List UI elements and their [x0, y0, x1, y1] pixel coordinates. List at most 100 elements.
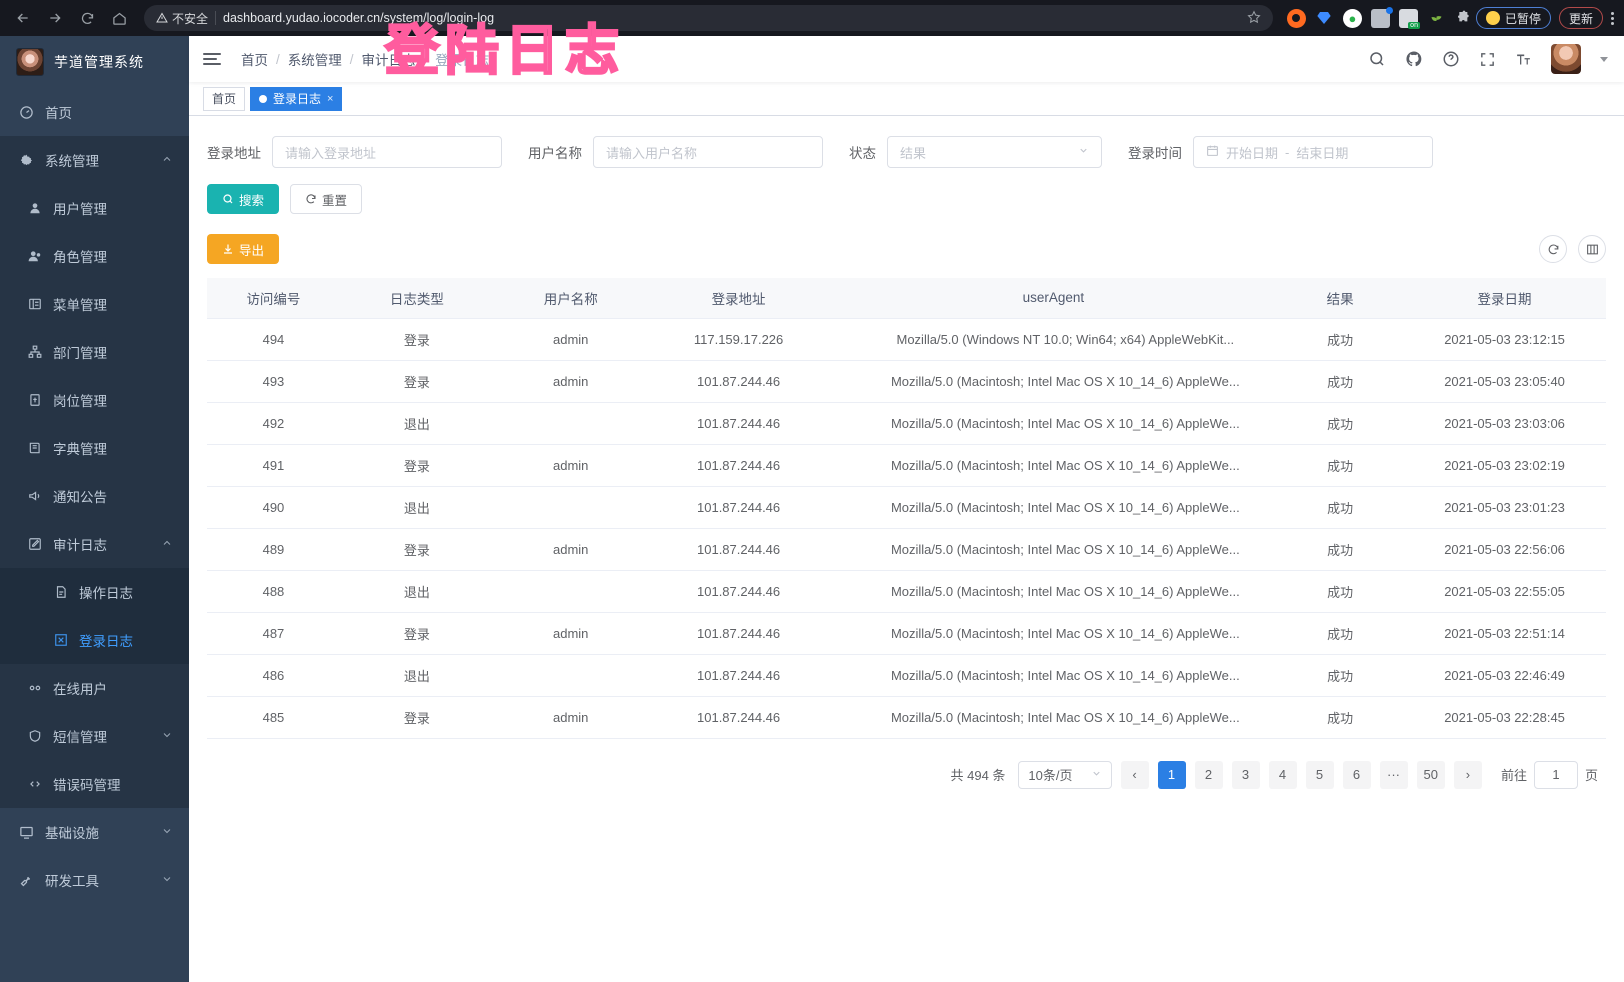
table-row[interactable]: 487 登录 admin 101.87.244.46 Mozilla/5.0 (Maci…	[207, 612, 1606, 655]
paused-status-pill[interactable]: 已暂停	[1475, 7, 1551, 29]
jump-page-input[interactable]: 1	[1533, 760, 1578, 789]
table-row[interactable]: 488 退出 101.87.244.46 Mozilla/5.0 (Macintosh…	[207, 570, 1606, 613]
breadcrumb-item-home[interactable]: 首页	[241, 53, 268, 68]
pagination-page-last[interactable]: 50	[1416, 760, 1445, 789]
pagination-next[interactable]: ›	[1453, 760, 1482, 789]
font-size-icon[interactable]	[1515, 51, 1532, 68]
pagination-page-5[interactable]: 5	[1305, 760, 1334, 789]
github-icon[interactable]	[1405, 50, 1423, 68]
sidebar-item-dept-mgmt[interactable]: 部门管理	[0, 328, 189, 376]
columns-settings-icon[interactable]	[1578, 235, 1606, 263]
security-warning[interactable]: 不安全	[156, 10, 208, 27]
table-header-row: 访问编号 日志类型 用户名称 登录地址 userAgent 结果 登录日期	[207, 278, 1606, 319]
sidebar-item-label: 系统管理	[45, 154, 99, 169]
tab-home[interactable]: 首页	[203, 86, 246, 111]
pagination-prev[interactable]: ‹	[1120, 760, 1149, 789]
plant-extension-icon[interactable]	[1427, 9, 1446, 28]
sidebar-item-login-log[interactable]: 登录日志	[0, 616, 189, 664]
search-icon[interactable]	[1368, 50, 1386, 68]
table-row[interactable]: 489 登录 admin 101.87.244.46 Mozilla/5.0 (Maci…	[207, 528, 1606, 571]
help-icon[interactable]	[1442, 50, 1460, 68]
pagination-page-1[interactable]: 1	[1157, 760, 1186, 789]
refresh-circle-icon[interactable]	[1539, 235, 1567, 263]
sidebar-logo[interactable]: 芋道管理系统	[0, 36, 189, 88]
hamburger-icon[interactable]	[203, 53, 225, 65]
table-row[interactable]: 491 登录 admin 101.87.244.46 Mozilla/5.0 (Maci…	[207, 444, 1606, 487]
fullscreen-icon[interactable]	[1479, 51, 1496, 68]
user-name-placeholder: 请输入用户名称	[606, 145, 698, 161]
th-result: 结果	[1277, 278, 1404, 319]
clipboard-extension-icon[interactable]	[1370, 6, 1393, 28]
breadcrumb-item-audit[interactable]: 审计日志	[361, 53, 416, 68]
sidebar-item-dict-mgmt[interactable]: 字典管理	[0, 424, 189, 472]
firefox-extension-icon[interactable]	[1286, 8, 1306, 28]
pagination-jumper: 前往 1 页	[1501, 760, 1598, 789]
security-label: 不安全	[172, 11, 209, 26]
cell-access-id: 492	[207, 402, 340, 445]
puzzle-extension-icon[interactable]	[1455, 9, 1474, 28]
table-row[interactable]: 492 退出 101.87.244.46 Mozilla/5.0 (Macintosh…	[207, 402, 1606, 445]
sidebar-item-system[interactable]: 系统管理	[0, 136, 189, 184]
sidebar-item-online-user[interactable]: 在线用户	[0, 664, 189, 712]
cell-login-date: 2021-05-03 23:02:19	[1403, 444, 1606, 487]
sidebar-item-home[interactable]: 首页	[0, 88, 189, 136]
sidebar-item-menu-mgmt[interactable]: 菜单管理	[0, 280, 189, 328]
table-row[interactable]: 494 登录 admin 117.159.17.226 Mozilla/5.0 (Win…	[207, 318, 1606, 361]
back-arrow-icon[interactable]	[8, 4, 38, 32]
table-row[interactable]: 486 退出 101.87.244.46 Mozilla/5.0 (Macintosh…	[207, 654, 1606, 697]
pagination-page-6[interactable]: 6	[1342, 760, 1371, 789]
forward-arrow-icon[interactable]	[40, 4, 70, 32]
login-time-daterange[interactable]: 开始日期 - 结束日期	[1193, 136, 1433, 168]
sidebar-item-label: 审计日志	[53, 538, 107, 553]
sidebar-item-role-mgmt[interactable]: 角色管理	[0, 232, 189, 280]
login-address-input[interactable]: 请输入登录地址	[272, 136, 502, 168]
cell-login-address: 101.87.244.46	[647, 654, 830, 697]
search-button-label: 搜索	[239, 193, 265, 208]
table-row[interactable]: 493 登录 admin 101.87.244.46 Mozilla/5.0 (Maci…	[207, 360, 1606, 403]
reset-button[interactable]: 重置	[290, 184, 363, 214]
sidebar-item-operation-log[interactable]: 操作日志	[0, 568, 189, 616]
cell-user-agent: Mozilla/5.0 (Macintosh; Intel Mac OS X 1…	[829, 360, 1278, 403]
cell-access-id: 493	[207, 360, 340, 403]
diamond-extension-icon[interactable]	[1315, 9, 1334, 28]
search-button[interactable]: 搜索	[207, 184, 280, 214]
pagination-page-3[interactable]: 3	[1231, 760, 1260, 789]
sidebar-item-infrastructure[interactable]: 基础设施	[0, 808, 189, 856]
user-icon	[26, 201, 43, 215]
sidebar-item-error-code[interactable]: 错误码管理	[0, 760, 189, 808]
sidebar-item-audit-log[interactable]: 审计日志	[0, 520, 189, 568]
bookmark-star-icon[interactable]	[1247, 10, 1261, 27]
table-row[interactable]: 490 退出 101.87.244.46 Mozilla/5.0 (Macintosh…	[207, 486, 1606, 529]
user-name-input[interactable]: 请输入用户名称	[593, 136, 823, 168]
address-bar[interactable]: 不安全 dashboard.yudao.iocoder.cn/system/lo…	[144, 5, 1273, 31]
status-select[interactable]: 结果	[887, 136, 1102, 168]
sidebar-item-dev-tools[interactable]: 研发工具	[0, 856, 189, 904]
export-button[interactable]: 导出	[207, 234, 280, 264]
chevron-down-icon[interactable]	[1600, 56, 1608, 62]
breadcrumb-item-system[interactable]: 系统管理	[287, 53, 342, 68]
cell-log-type: 登录	[339, 696, 494, 739]
close-icon[interactable]: ×	[327, 92, 334, 105]
avatar[interactable]	[1551, 44, 1581, 74]
cell-login-address: 101.87.244.46	[647, 696, 830, 739]
sidebar-item-user-mgmt[interactable]: 用户管理	[0, 184, 189, 232]
cell-user-agent: Mozilla/5.0 (Macintosh; Intel Mac OS X 1…	[829, 486, 1278, 529]
pagination-page-4[interactable]: 4	[1268, 760, 1297, 789]
tab-login-log[interactable]: 登录日志 ×	[250, 86, 343, 111]
cell-result: 成功	[1277, 612, 1404, 655]
kebab-menu-icon[interactable]	[1611, 11, 1614, 25]
grammar-extension-icon[interactable]: on	[1398, 8, 1420, 29]
sidebar-item-post-mgmt[interactable]: 岗位管理	[0, 376, 189, 424]
sidebar-item-notice[interactable]: 通知公告	[0, 472, 189, 520]
home-icon[interactable]	[104, 4, 134, 32]
table-row[interactable]: 485 登录 admin 101.87.244.46 Mozilla/5.0 (Maci…	[207, 696, 1606, 739]
sidebar-item-sms-mgmt[interactable]: 短信管理	[0, 712, 189, 760]
page-size-select[interactable]: 10条/页	[1018, 760, 1112, 789]
cell-result: 成功	[1277, 444, 1404, 487]
pagination-ellipsis[interactable]: ···	[1379, 760, 1408, 789]
reload-icon[interactable]	[72, 4, 102, 32]
wechat-extension-icon[interactable]: ●	[1342, 8, 1362, 28]
update-button[interactable]: 更新	[1558, 7, 1603, 29]
cell-result: 成功	[1277, 486, 1404, 529]
pagination-page-2[interactable]: 2	[1194, 760, 1223, 789]
